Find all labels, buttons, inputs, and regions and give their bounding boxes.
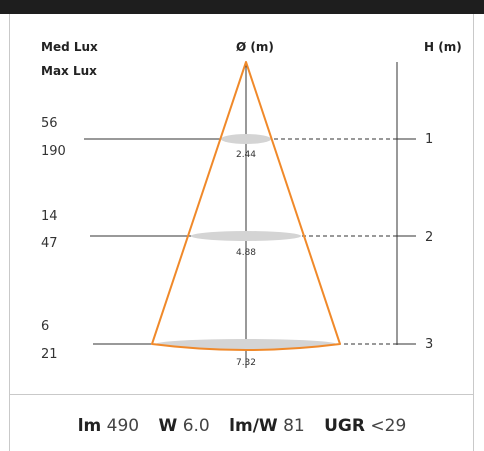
ugr-value: <29: [370, 416, 407, 436]
level-2-max-lux: 47: [41, 236, 58, 251]
level-3-diameter: 7.32: [236, 358, 256, 368]
efficacy-value: 81: [283, 416, 305, 436]
height-label: H (m): [424, 40, 462, 54]
level-3-ellipse: [156, 339, 336, 349]
diameter-label: Ø (m): [236, 40, 274, 54]
level-3-max-lux: 21: [41, 347, 58, 362]
level-1-diameter: 2.44: [236, 150, 256, 160]
top-bar: [0, 0, 484, 14]
level-1-ellipse: [221, 134, 271, 144]
lumen-label: lm: [77, 416, 102, 436]
med-lux-label: Med Lux: [41, 40, 98, 54]
level-1-max-lux: 190: [41, 144, 66, 159]
spec-divider: [9, 394, 474, 395]
level-2-med-lux: 14: [41, 209, 58, 224]
level-2-ellipse: [191, 231, 301, 241]
lumen-value: 490: [106, 416, 140, 436]
level-3-height: 3: [425, 337, 433, 352]
level-2-height: 2: [425, 230, 433, 245]
spec-bar: lm 490 W 6.0 lm/W 81 UGR <29: [0, 416, 484, 436]
max-lux-label: Max Lux: [41, 64, 97, 78]
level-row-3: 6 21 7.32 3: [41, 319, 433, 368]
efficacy-label: lm/W: [229, 416, 278, 436]
level-3-med-lux: 6: [41, 319, 49, 334]
level-row-1: 56 190 2.44 1: [41, 116, 433, 160]
watt-label: W: [158, 416, 178, 436]
level-1-height: 1: [425, 132, 433, 147]
level-2-diameter: 4.88: [236, 248, 256, 258]
watt-value: 6.0: [182, 416, 210, 436]
level-row-2: 14 47 4.88 2: [41, 209, 433, 258]
ugr-label: UGR: [324, 416, 365, 436]
level-1-med-lux: 56: [41, 116, 58, 131]
beam-cone: [151, 61, 341, 351]
diagram-frame: [9, 14, 474, 451]
